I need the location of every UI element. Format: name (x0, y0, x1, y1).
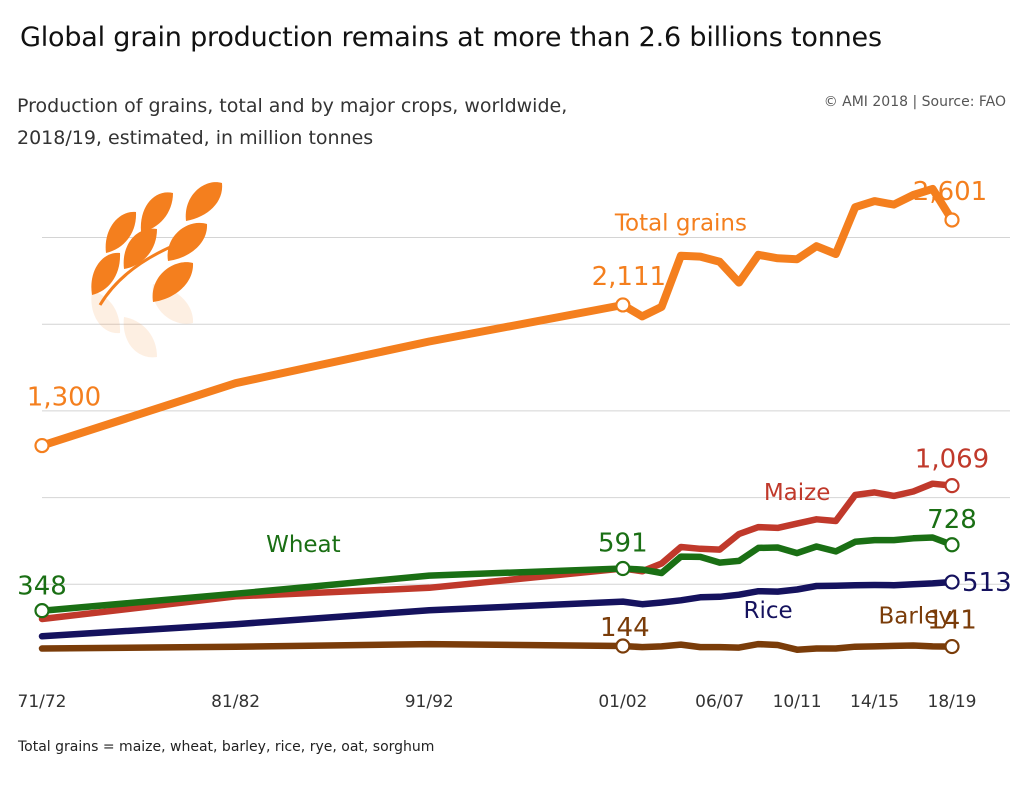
value-label: 1,069 (915, 445, 989, 475)
highlight-point (34, 437, 50, 454)
chart-labels: 1,300 2,111 2,601 1,069 348 591 728 513 144 141 To… (17, 177, 1011, 643)
series-line (38, 534, 956, 614)
highlight-point (34, 603, 50, 619)
series-label: Total grains (614, 211, 747, 237)
highlight-point (944, 212, 960, 228)
wheat-ear-icon (91, 182, 223, 358)
series-label: Maize (764, 480, 831, 506)
end-point-markers (34, 212, 960, 655)
subtitle-line-1: Production of grains, total and by major… (17, 95, 568, 117)
series-line (38, 578, 956, 640)
value-label: 141 (927, 606, 977, 636)
value-label: 348 (17, 572, 67, 602)
value-label: 591 (598, 529, 648, 559)
value-label: 2,111 (592, 262, 666, 292)
highlight-point (615, 560, 631, 577)
x-tick-label: 01/02 (598, 692, 647, 712)
grid (42, 237, 1010, 585)
series-label: Barley (878, 603, 951, 629)
source-credit: © AMI 2018 | Source: FAO (823, 94, 1006, 110)
series-label: Wheat (266, 532, 341, 558)
series-line (38, 640, 956, 653)
x-tick-label: 10/11 (773, 692, 822, 712)
x-axis-ticks: 71/72 81/82 91/92 01/02 06/07 10/11 14/15 18/19 (18, 692, 977, 712)
value-label: 728 (927, 505, 977, 535)
highlight-point (615, 638, 631, 654)
x-tick-label: 18/19 (928, 692, 977, 712)
x-tick-label: 06/07 (695, 692, 744, 712)
value-label: 144 (600, 613, 650, 643)
value-label: 513 (962, 568, 1012, 598)
highlight-point (944, 537, 960, 553)
footnote: Total grains = maize, wheat, barley, ric… (18, 739, 435, 755)
x-tick-label: 71/72 (18, 692, 67, 712)
series-label: Rice (743, 598, 792, 624)
chart-subtitle: Production of grains, total and by major… (17, 90, 567, 154)
highlight-point (944, 574, 960, 590)
value-label: 2,601 (913, 177, 987, 207)
subtitle-line-2: 2018/19, estimated, in million tonnes (17, 127, 374, 149)
highlight-point (615, 297, 631, 313)
highlight-point (944, 638, 960, 655)
highlight-point (944, 478, 960, 494)
x-tick-label: 91/92 (405, 692, 454, 712)
x-tick-label: 81/82 (211, 692, 260, 712)
chart-headline: Global grain production remains at more … (20, 22, 882, 53)
value-label: 1,300 (27, 383, 101, 413)
x-tick-label: 14/15 (850, 692, 899, 712)
